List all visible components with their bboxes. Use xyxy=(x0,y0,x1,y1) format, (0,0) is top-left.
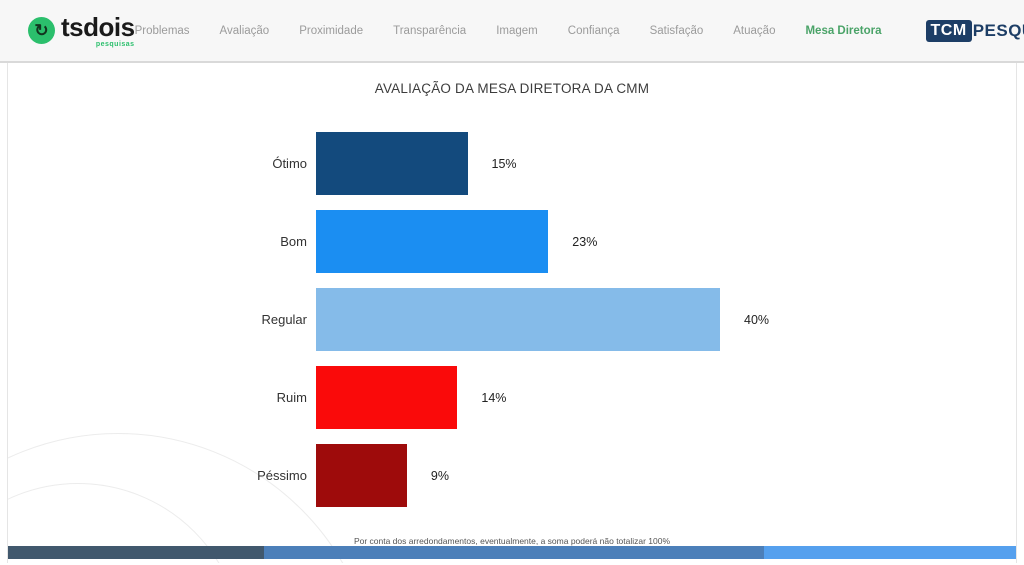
chart-title: AVALIAÇÃO DA MESA DIRETORA DA CMM xyxy=(374,81,650,96)
value-label: 9% xyxy=(430,468,449,483)
nav-item-avaliação[interactable]: Avaliação xyxy=(219,24,270,37)
bar-regular xyxy=(316,288,720,351)
tcm-badge: TCM xyxy=(925,19,972,42)
refresh-circle-icon: ↻ xyxy=(28,17,55,44)
strip-segment xyxy=(8,546,265,559)
value-label: 15% xyxy=(491,156,517,171)
nav-item-mesa-diretora[interactable]: Mesa Diretora xyxy=(805,24,882,37)
category-label: Ótimo xyxy=(272,156,307,171)
rounding-footnote: Por conta dos arredondamentos, eventualm… xyxy=(353,536,671,546)
value-label: 23% xyxy=(572,234,598,249)
top-navbar: ↻ tsdois pesquisas Problemas Avaliação Pro… xyxy=(0,0,1024,63)
tcm-brand-text: PESQUISA xyxy=(972,20,1024,40)
chart-row: Ruim 14% xyxy=(8,366,1016,429)
chart-row: Ótimo 15% xyxy=(8,132,1016,195)
value-label: 14% xyxy=(481,390,507,405)
strip-segment xyxy=(264,546,764,559)
chart-row: Péssimo 9% xyxy=(8,444,1016,507)
tsdois-logo-text: tsdois xyxy=(61,11,135,42)
category-label: Ruim xyxy=(276,390,307,405)
category-label: Regular xyxy=(261,312,307,327)
bottom-progress-strip xyxy=(8,546,1016,559)
tsdois-logo[interactable]: ↻ tsdois pesquisas xyxy=(28,14,135,48)
bar-chart: Ótimo 15% Bom 23% Regular 40% Ruim 14% Péssimo 9% xyxy=(8,132,1016,507)
nav-item-satisfação[interactable]: Satisfação xyxy=(649,24,704,37)
nav-item-problemas[interactable]: Problemas xyxy=(134,24,190,37)
category-label: Péssimo xyxy=(257,468,307,483)
tsdois-logo-subtext: pesquisas xyxy=(95,40,135,48)
value-label: 40% xyxy=(744,312,770,327)
chart-row: Regular 40% xyxy=(8,288,1016,351)
bar-ruim xyxy=(316,366,458,429)
bar-bom xyxy=(316,210,549,273)
nav-item-proximidade[interactable]: Proximidade xyxy=(299,24,364,37)
nav-item-imagem[interactable]: Imagem xyxy=(496,24,538,37)
slide-content: AVALIAÇÃO DA MESA DIRETORA DA CMM Ótimo 1… xyxy=(7,63,1017,563)
tsdois-logo-text-wrap: tsdois pesquisas xyxy=(61,14,135,48)
chart-row: Bom 23% xyxy=(8,210,1016,273)
bar-otimo xyxy=(316,132,468,195)
nav-item-transparência[interactable]: Transparência xyxy=(393,24,467,37)
strip-segment xyxy=(763,546,1016,559)
tcm-pesquisa-logo[interactable]: TCM PESQUISA xyxy=(925,19,1024,42)
main-nav: Problemas Avaliação Proximidade Transparênc… xyxy=(135,25,882,37)
nav-item-confiança[interactable]: Confiança xyxy=(567,24,620,37)
bar-pessimo xyxy=(316,444,407,507)
nav-item-atuação[interactable]: Atuação xyxy=(733,24,776,37)
category-label: Bom xyxy=(280,234,307,249)
